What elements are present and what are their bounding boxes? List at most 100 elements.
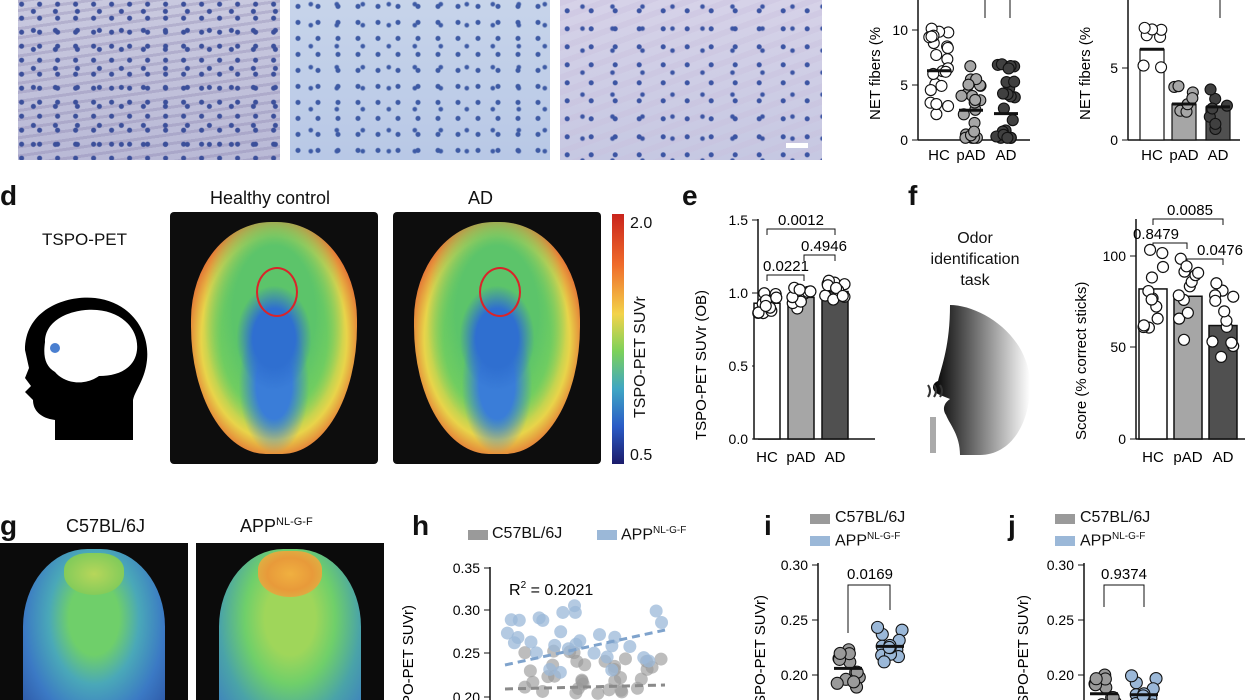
y-tick: 0.20: [453, 689, 480, 700]
data-point: [962, 78, 975, 91]
data-point: [1006, 114, 1019, 127]
data-point: [1215, 350, 1228, 363]
y-axis-label: Score (% correct sticks): [1073, 282, 1090, 440]
data-point: [870, 620, 885, 634]
data-point: [649, 604, 663, 618]
x-tick: HC: [1142, 449, 1164, 466]
p-value: 0.8479: [1133, 226, 1179, 243]
p-value: 0.4946: [801, 238, 847, 255]
x-tick: HC: [928, 147, 950, 164]
data-point: [556, 605, 570, 619]
data-point: [1227, 290, 1240, 303]
x-tick: HC: [1141, 147, 1163, 164]
nose-illustration: [927, 305, 1030, 455]
r-squared: R2 = 0.2021: [509, 580, 593, 599]
mouse-title-wt: C57BL/6J: [66, 516, 146, 536]
data-point: [1172, 289, 1185, 302]
data-point: [1145, 271, 1159, 284]
y-axis-label: TSPO-PET SUVr (OB): [693, 290, 710, 440]
mouse-pet-wt: [0, 543, 188, 700]
mouse-pet-app: [196, 543, 384, 700]
p-value: 0.0012: [778, 212, 824, 229]
data-point: [532, 611, 546, 625]
legend-swatch-wt: [810, 514, 830, 524]
y-tick: 0.20: [1047, 667, 1074, 683]
data-point: [830, 281, 843, 295]
x-tick: pAD: [956, 147, 985, 164]
scale-bar: [786, 143, 808, 148]
data-point: [804, 285, 817, 298]
y-tick: 0: [900, 132, 908, 148]
data-point: [955, 89, 968, 102]
data-point: [613, 671, 627, 685]
y-axis-label: NET fibers (%: [1077, 27, 1094, 120]
data-point: [637, 651, 651, 665]
legend-label-wt: C57BL/6J: [835, 509, 906, 526]
panel-letter-j: j: [1008, 510, 1016, 541]
p-value: 0.0085: [1167, 205, 1213, 219]
data-point: [968, 125, 981, 138]
data-point: [996, 87, 1010, 100]
x-tick: AD: [825, 449, 846, 466]
legend-swatch-wt: [1055, 514, 1075, 524]
data-point: [1180, 260, 1193, 273]
x-tick: AD: [996, 147, 1017, 164]
data-point: [1186, 92, 1199, 105]
data-point: [1156, 260, 1170, 274]
panel-letter-g: g: [0, 510, 18, 541]
y-tick: 5: [1110, 60, 1118, 76]
data-point: [1209, 294, 1222, 307]
data-point: [1002, 62, 1015, 75]
bar: [753, 302, 781, 440]
data-point: [518, 646, 532, 660]
y-tick: 0.5: [729, 358, 749, 374]
bar: [821, 290, 849, 440]
x-tick: AD: [1208, 147, 1229, 164]
data-point: [654, 652, 668, 666]
data-point: [930, 48, 943, 62]
y-tick: 100: [1103, 248, 1127, 264]
colorbar-min: 0.5: [630, 447, 653, 464]
data-point: [623, 639, 637, 653]
data-point: [526, 675, 540, 689]
y-tick: 0.30: [781, 557, 808, 573]
y-tick: 1.0: [729, 285, 749, 301]
x-tick: HC: [756, 449, 778, 466]
colorbar-label: TSPO-PET SUVr: [632, 296, 649, 418]
data-point: [605, 663, 619, 677]
data-point: [1210, 277, 1223, 290]
data-point: [1145, 293, 1158, 306]
data-point: [924, 83, 937, 97]
y-tick: 0.35: [453, 560, 480, 576]
data-point: [833, 646, 847, 660]
data-point: [591, 686, 605, 700]
data-point: [571, 682, 585, 696]
head-silhouette: [25, 297, 148, 440]
tspo-pet-label: TSPO-PET: [42, 230, 128, 249]
data-point: [1008, 75, 1021, 88]
data-point: [587, 646, 601, 660]
x-tick: pAD: [1173, 449, 1202, 466]
p-value: 0.0221: [763, 258, 809, 275]
data-point: [1173, 312, 1186, 325]
data-point: [512, 613, 526, 627]
y-tick: 0.25: [453, 645, 480, 661]
data-point: [935, 79, 948, 92]
data-point: [964, 60, 977, 73]
y-axis-label: SPO-PET SUVr): [752, 595, 769, 700]
chart-f: Score (% correct sticks) 0 50 100 0.0085…: [1073, 205, 1245, 466]
legend-label-wt: C57BL/6J: [492, 525, 563, 542]
data-point: [793, 283, 806, 296]
chart-h: PO-PET SUVr) 0.20 0.25 0.30 0.35 R2 = 0.…: [400, 560, 669, 700]
data-point: [1089, 672, 1103, 686]
data-point: [1172, 80, 1185, 93]
data-point: [930, 108, 943, 121]
odor-task-label: Odor identification task: [930, 230, 1020, 289]
data-point: [548, 638, 562, 652]
legend-label-app: APPNL-G-F: [835, 531, 901, 550]
p-value: 0.0169: [847, 566, 893, 583]
legend-swatch-wt: [468, 530, 488, 540]
data-point: [592, 628, 606, 642]
data-point: [618, 652, 632, 666]
chart-j: SPO-PET SUVr) 0.20 0.25 0.30 0.9374: [1015, 557, 1163, 700]
